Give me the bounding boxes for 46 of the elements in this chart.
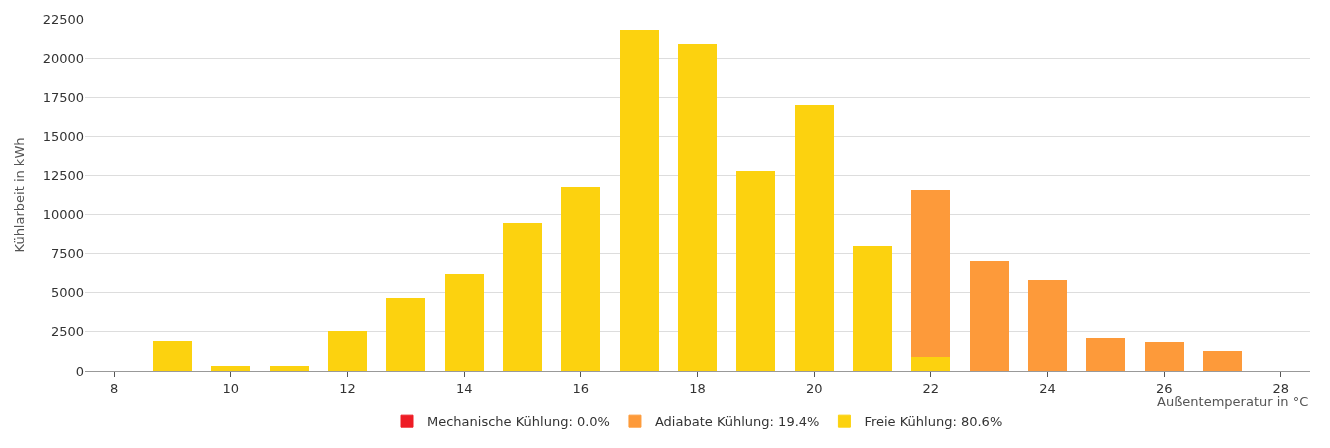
- bar: [503, 222, 542, 371]
- bar: [619, 30, 659, 371]
- y-tick-label: 15000: [42, 128, 84, 144]
- x-axis-title: Außentemperatur in °C: [1157, 394, 1309, 409]
- x-tick-label: 24: [1039, 380, 1056, 396]
- bar: [736, 171, 776, 371]
- bar: [153, 340, 192, 371]
- x-tick-label: 20: [805, 380, 823, 396]
- bar: [386, 297, 426, 371]
- y-axis-title: Kühlarbeit in kWh: [11, 137, 27, 253]
- y-tick-label: 20000: [42, 50, 84, 66]
- x-tick-label: 14: [455, 380, 473, 396]
- y-tick-label: 2500: [50, 324, 84, 340]
- bar: [269, 365, 309, 371]
- x-tick-label: 28: [1272, 380, 1290, 396]
- bar: [1086, 337, 1126, 371]
- y-tick-label: 22500: [42, 11, 84, 27]
- x-tick-label: 26: [1155, 380, 1173, 396]
- bar: [1144, 341, 1184, 371]
- legend-label: Freie Kühlung: 80.6%: [864, 414, 1003, 430]
- bar: [444, 274, 484, 371]
- bar: [1028, 279, 1067, 371]
- bar: [211, 365, 251, 371]
- bar: [1203, 350, 1242, 371]
- x-tick-label: 22: [922, 380, 940, 396]
- bar: [561, 187, 601, 371]
- legend-label: Mechanische Kühlung: 0.0%: [427, 414, 610, 430]
- bar: [911, 356, 951, 371]
- x-tick-label: 18: [689, 380, 706, 396]
- x-tick-label: 16: [572, 380, 590, 396]
- x-tick-label: 12: [339, 380, 356, 396]
- y-tick-label: 7500: [50, 246, 84, 262]
- y-tick-label: 10000: [42, 207, 84, 223]
- y-tick-label: 0: [75, 363, 84, 379]
- x-tick-label: 8: [110, 380, 119, 396]
- y-tick-label: 5000: [50, 285, 84, 301]
- bar: [328, 331, 367, 371]
- x-tick-label: 10: [222, 380, 240, 396]
- y-tick-label: 12500: [42, 167, 84, 183]
- bar: [969, 260, 1009, 371]
- legend-label: Adiabate Kühlung: 19.4%: [654, 414, 820, 430]
- bar: [853, 246, 892, 371]
- bar: [678, 44, 717, 371]
- y-tick-label: 17500: [42, 89, 84, 105]
- bar: [794, 104, 834, 371]
- bar: [911, 189, 951, 358]
